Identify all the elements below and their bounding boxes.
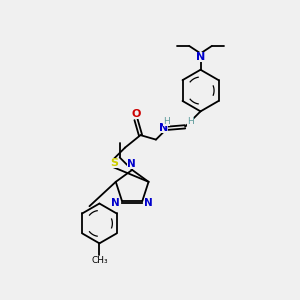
Text: N: N (127, 159, 136, 169)
Text: CH₃: CH₃ (91, 256, 108, 265)
Text: S: S (110, 158, 118, 168)
Text: N: N (111, 198, 120, 208)
Text: O: O (131, 109, 141, 119)
Text: N: N (196, 52, 205, 62)
Text: H: H (163, 117, 170, 126)
Text: N: N (145, 198, 153, 208)
Text: H: H (187, 117, 194, 126)
Text: N: N (159, 123, 168, 133)
